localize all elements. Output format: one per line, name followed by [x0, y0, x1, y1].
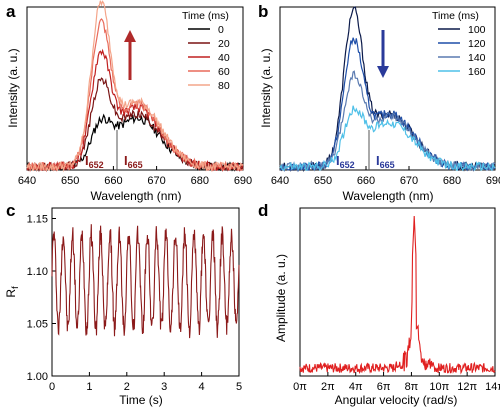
panel-label-b: b — [258, 2, 268, 21]
panel-c-xtick-label: 2 — [124, 381, 130, 393]
panel-c-xlabel: Time (s) — [119, 393, 163, 407]
legend-label-80: 80 — [218, 80, 230, 92]
series-line-160 — [279, 105, 496, 172]
panel-d-lines — [299, 215, 496, 375]
legend-label-40: 40 — [218, 52, 230, 64]
panel-b: b Intensity (a. u.) Wavelength (nm) 640 6… — [258, 2, 500, 203]
series-line-80 — [26, 0, 244, 173]
panel-c-yticks: 1.00 1.05 1.10 1.15 — [27, 214, 56, 383]
legend-label-160: 160 — [468, 66, 486, 78]
panel-c-xtick-label: 4 — [199, 381, 205, 393]
panel-d-ylabel: Amplitude (a. u.) — [274, 254, 288, 342]
panel-d-xticks: 0π 2π 4π 6π 8π 10π 12π 14π — [293, 372, 500, 393]
panel-label-c: c — [6, 201, 15, 220]
legend-label-120: 120 — [468, 38, 486, 50]
panel-a-ylabel: Intensity (a. u.) — [6, 48, 20, 127]
legend-label-100: 100 — [468, 24, 486, 36]
series-line-20 — [26, 77, 244, 173]
panel-b-xtick-label: 640 — [271, 175, 289, 187]
series-line-100 — [279, 6, 496, 173]
panel-b-ylabel: Intensity (a. u.) — [259, 48, 273, 127]
panel-d: d Amplitude (a. u.) Angular velocity (ra… — [258, 201, 500, 407]
panel-label-d: d — [258, 201, 268, 220]
series-line-40 — [26, 48, 244, 173]
panel-a-xtick-label: 640 — [18, 175, 36, 187]
panel-b-annotation-i652: I652 — [336, 153, 355, 170]
panel-c-xtick-label: 3 — [161, 381, 167, 393]
panel-b-frame — [279, 6, 496, 171]
panel-a-xtick-label: 680 — [191, 175, 209, 187]
panel-a-arrow-up — [124, 30, 136, 80]
panel-b-legend-title: Time (ms) — [432, 10, 479, 22]
panel-a-frame — [26, 6, 244, 171]
panel-a-lines — [26, 0, 244, 173]
panel-c-frame — [51, 207, 240, 377]
legend-label-140: 140 — [468, 52, 486, 64]
panel-a-annotation-i665: I665 — [124, 153, 143, 170]
panel-c-xtick-label: 1 — [86, 381, 92, 393]
legend-label-0: 0 — [218, 24, 224, 36]
panel-a-legend: Time (ms) 0 20 40 60 80 — [182, 10, 230, 92]
panel-b-legend: Time (ms) 100 120 140 160 — [432, 10, 486, 78]
panel-d-xtick-label: 14π — [485, 381, 500, 393]
panel-c-ylabel: Rf — [4, 286, 20, 298]
panel-a: a Intensity (a. u.) Wavelength (nm) 640 6… — [6, 0, 252, 203]
series-line-rf — [51, 224, 240, 339]
panel-label-a: a — [6, 2, 16, 21]
panel-b-xtick-label: 660 — [357, 175, 375, 187]
panel-c-xtick-label: 5 — [236, 381, 242, 393]
panel-b-lines — [279, 6, 496, 173]
panel-a-xtick-label: 670 — [147, 175, 165, 187]
legend-label-60: 60 — [218, 66, 230, 78]
panel-c-lines — [51, 224, 240, 339]
legend-label-20: 20 — [218, 38, 230, 50]
panel-b-xtick-label: 680 — [443, 175, 461, 187]
panel-c: c Rf Time (s) 0 1 2 3 4 5 1.00 1.05 1.10 1.15 — [4, 201, 242, 407]
panel-d-xtick-label: 2π — [321, 381, 335, 393]
panel-c-xticks: 0 1 2 3 4 5 — [49, 372, 242, 393]
panel-a-xtick-label: 690 — [234, 175, 252, 187]
panel-a-legend-title: Time (ms) — [182, 10, 229, 22]
panel-a-annotation-i652: I652 — [85, 153, 104, 170]
panel-d-xtick-label: 10π — [429, 381, 449, 393]
panel-b-xtick-label: 690 — [486, 175, 500, 187]
panel-d-xtick-label: 0π — [293, 381, 307, 393]
panel-b-xlabel: Wavelength (nm) — [343, 189, 434, 203]
panel-d-xlabel: Angular velocity (rad/s) — [335, 393, 458, 407]
panel-b-xtick-label: 670 — [400, 175, 418, 187]
panel-d-xtick-label: 12π — [457, 381, 477, 393]
panel-c-ytick-label: 1.10 — [27, 266, 48, 278]
panel-c-ytick-label: 1.15 — [27, 214, 48, 226]
panel-a-xticks: 640 650 660 670 680 690 — [18, 166, 252, 187]
panel-d-xtick-label: 8π — [405, 381, 419, 393]
series-line-120 — [279, 37, 496, 173]
panel-d-xtick-label: 6π — [377, 381, 391, 393]
panel-c-ytick-label: 1.00 — [27, 371, 48, 383]
panel-a-xlabel: Wavelength (nm) — [91, 189, 182, 203]
series-line-140 — [279, 70, 496, 173]
panel-b-xtick-label: 650 — [314, 175, 332, 187]
panel-a-xtick-label: 650 — [61, 175, 79, 187]
panel-c-ytick-label: 1.05 — [27, 319, 48, 331]
panel-a-xtick-label: 660 — [104, 175, 122, 187]
panel-d-frame — [299, 207, 496, 377]
panel-d-xtick-label: 4π — [349, 381, 363, 393]
panel-c-xtick-label: 0 — [49, 381, 55, 393]
panel-b-arrow-down — [377, 30, 389, 78]
panel-b-annotation-i665: I665 — [376, 153, 395, 170]
series-line-amplitude — [299, 215, 496, 375]
